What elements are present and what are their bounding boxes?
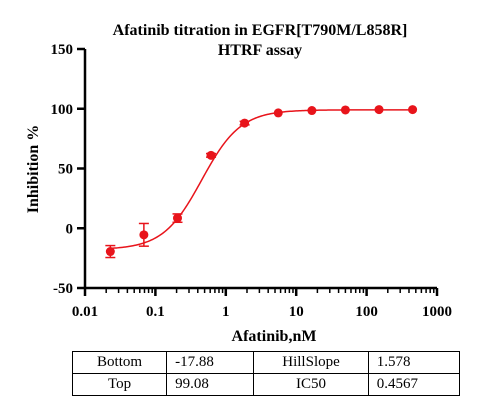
param-value-cell: 0.4567 — [367, 373, 461, 396]
data-point — [139, 230, 149, 240]
chart-area: Afatinib titration in EGFR[T790M/L858R] … — [25, 22, 453, 345]
y-tick-label: 50 — [58, 162, 73, 178]
param-name-cell: HillSlope — [253, 351, 369, 374]
table-row: Top 99.08 IC50 0.4567 — [71, 373, 461, 396]
data-point — [374, 105, 384, 115]
x-tick-label: 1 — [222, 304, 230, 320]
fit-parameters-table: Bottom -17.88 HillSlope 1.578 Top 99.08 … — [71, 351, 461, 396]
param-name-cell: Bottom — [71, 351, 168, 374]
x-tick-label: 100 — [355, 304, 378, 320]
y-tick-label: 0 — [66, 221, 74, 237]
data-point — [273, 108, 283, 118]
data-points — [105, 105, 418, 259]
fit-curve-line — [110, 109, 413, 250]
fit-curve — [110, 109, 413, 250]
data-point — [206, 150, 216, 160]
axes: -50 0 50 100 150 0.01 0.1 1 10 100 1000 — [51, 42, 453, 320]
x-axis-label: Afatinib,nM — [232, 328, 317, 345]
x-tick-label: 0.1 — [146, 304, 165, 320]
x-tick-label: 0.01 — [72, 304, 98, 320]
data-point — [340, 105, 350, 115]
data-point — [240, 118, 250, 128]
param-name-cell: Top — [71, 373, 168, 396]
param-name-cell: IC50 — [253, 373, 369, 396]
data-point — [172, 213, 182, 223]
param-value-cell: -17.88 — [166, 351, 255, 374]
y-tick-label: 150 — [51, 42, 74, 58]
y-tick-label: -50 — [53, 281, 73, 297]
param-value-cell: 1.578 — [367, 351, 461, 374]
x-tick-label: 10 — [289, 304, 304, 320]
chart-title-line-1: Afatinib titration in EGFR[T790M/L858R] — [113, 22, 408, 39]
data-point — [408, 105, 418, 115]
y-axis-label: Inhibition % — [25, 125, 42, 213]
data-point — [307, 106, 317, 116]
param-value-cell: 99.08 — [166, 373, 255, 396]
x-tick-label: 1000 — [422, 304, 452, 320]
chart-title-line-2: HTRF assay — [218, 42, 302, 59]
y-tick-label: 100 — [51, 102, 74, 118]
table-row: Bottom -17.88 HillSlope 1.578 — [71, 351, 461, 374]
data-point — [105, 247, 115, 257]
